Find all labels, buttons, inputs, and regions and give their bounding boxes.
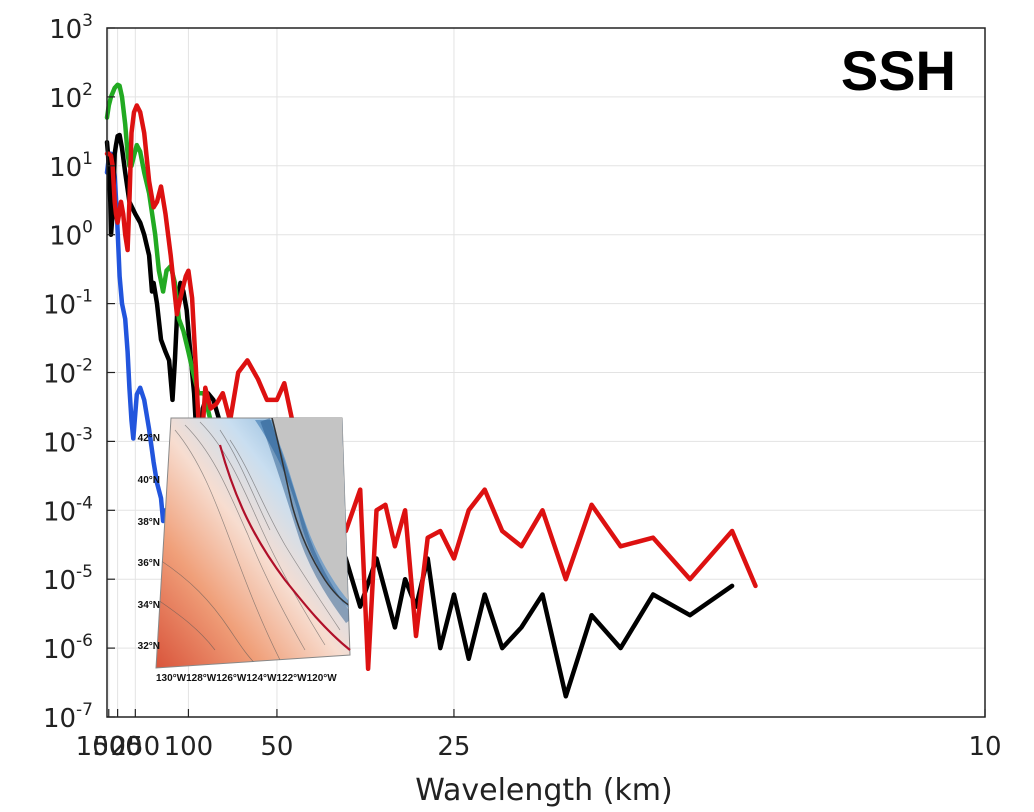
x-tick-label: 10	[968, 732, 1001, 762]
x-tick-label: 250	[111, 732, 161, 762]
inset-lat-label: 34°N	[138, 600, 160, 611]
y-tick-label: 10-3	[43, 424, 93, 458]
y-tick-label: 100	[49, 218, 93, 252]
y-tick-label: 102	[49, 80, 93, 114]
x-tick-label: 25	[437, 732, 470, 762]
y-tick-label: 10-6	[43, 631, 93, 665]
x-tick-label: 50	[260, 732, 293, 762]
inset-lat-label: 40°N	[138, 475, 160, 486]
y-tick-label: 10-2	[43, 356, 93, 390]
inset-coastline	[271, 418, 350, 607]
inset-lon-labels: 130°W128°W126°W124°W122°W120°W	[156, 673, 337, 684]
inset-transect-line	[218, 444, 351, 651]
x-tick-label: 100	[164, 732, 214, 762]
inset-map: 42°N 40°N 38°N 36°N 34°N 32°N 130°W128°W…	[138, 417, 351, 684]
inset-land	[272, 418, 348, 600]
inset-lat-label: 38°N	[138, 517, 160, 528]
y-tick-label: 103	[49, 11, 93, 45]
series-line-4	[104, 103, 758, 672]
x-axis-title: Wavelength (km)	[415, 773, 673, 808]
x-tick-label: 500	[93, 732, 143, 762]
y-tick-label: 10-5	[43, 562, 93, 596]
inset-lat-label: 42°N	[138, 433, 160, 444]
y-tick-label: 101	[49, 149, 93, 183]
y-tick-label: 10-1	[43, 287, 93, 321]
inset-lat-label: 32°N	[138, 641, 160, 652]
inset-lat-labels: 42°N 40°N 38°N 36°N 34°N 32°N	[138, 433, 160, 652]
y-tick-label: 10-7	[43, 700, 93, 734]
inset-coastal-band	[260, 418, 350, 623]
axis-ticks: 10-710-610-510-410-310-210-1100101102103…	[43, 11, 1002, 762]
inset-lat-label: 36°N	[138, 558, 160, 569]
panel-label: SSH	[841, 39, 956, 102]
x-tick-label: 1000	[76, 732, 142, 762]
series-line-2	[104, 132, 735, 699]
y-tick-label: 10-4	[43, 493, 93, 527]
